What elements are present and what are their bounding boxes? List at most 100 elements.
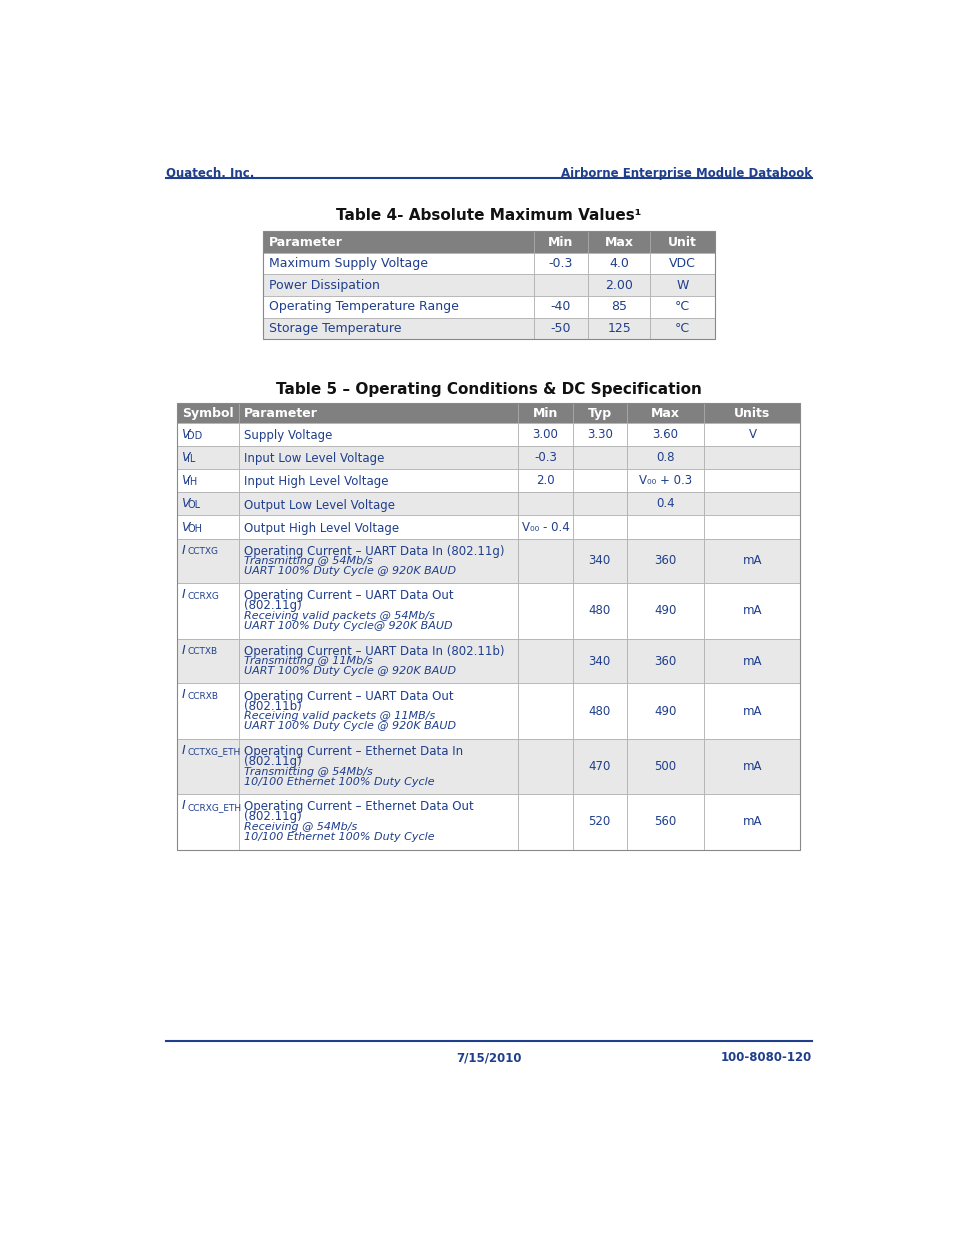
Bar bbox=[239, 683, 517, 739]
Text: Maximum Supply Voltage: Maximum Supply Voltage bbox=[269, 257, 427, 270]
Text: mA: mA bbox=[741, 555, 761, 567]
Bar bbox=[239, 794, 517, 850]
Bar bbox=[239, 469, 517, 493]
Text: 2.0: 2.0 bbox=[536, 474, 555, 488]
Text: UART 100% Duty Cycle@ 920K BAUD: UART 100% Duty Cycle@ 920K BAUD bbox=[244, 621, 452, 631]
Bar bbox=[177, 515, 239, 538]
Text: Operating Current – UART Data In (802.11g): Operating Current – UART Data In (802.11… bbox=[244, 545, 504, 558]
Bar bbox=[572, 683, 626, 739]
Text: 360: 360 bbox=[654, 655, 676, 668]
Bar bbox=[703, 739, 800, 794]
Bar bbox=[177, 493, 239, 515]
Text: 85: 85 bbox=[611, 300, 626, 314]
Text: Receiving valid packets @ 11MB/s: Receiving valid packets @ 11MB/s bbox=[244, 711, 435, 721]
Text: Input High Level Voltage: Input High Level Voltage bbox=[244, 475, 388, 489]
Text: Units: Units bbox=[734, 406, 770, 420]
Text: Output Low Level Voltage: Output Low Level Voltage bbox=[244, 499, 395, 511]
Bar bbox=[703, 446, 800, 469]
Text: 3.30: 3.30 bbox=[586, 429, 612, 441]
Text: mA: mA bbox=[741, 705, 761, 718]
Bar bbox=[177, 794, 239, 850]
Bar bbox=[517, 538, 572, 583]
Text: Supply Voltage: Supply Voltage bbox=[244, 430, 332, 442]
Bar bbox=[572, 493, 626, 515]
Bar bbox=[517, 683, 572, 739]
Bar bbox=[177, 403, 239, 424]
Bar bbox=[177, 403, 800, 850]
Text: V: V bbox=[181, 429, 190, 441]
Bar bbox=[239, 424, 517, 446]
Bar bbox=[534, 231, 587, 253]
Bar bbox=[239, 493, 517, 515]
Bar bbox=[239, 638, 517, 683]
Text: Quatech, Inc.: Quatech, Inc. bbox=[166, 168, 253, 180]
Bar bbox=[517, 739, 572, 794]
Bar bbox=[262, 253, 534, 274]
Text: 340: 340 bbox=[588, 655, 610, 668]
Text: 560: 560 bbox=[654, 815, 676, 829]
Text: I: I bbox=[181, 543, 185, 557]
Bar bbox=[262, 274, 534, 296]
Bar bbox=[534, 274, 587, 296]
Bar bbox=[177, 469, 239, 493]
Bar bbox=[239, 739, 517, 794]
Bar bbox=[649, 274, 715, 296]
Bar bbox=[517, 583, 572, 638]
Bar bbox=[626, 515, 703, 538]
Text: V: V bbox=[181, 498, 190, 510]
Text: 10/100 Ethernet 100% Duty Cycle: 10/100 Ethernet 100% Duty Cycle bbox=[244, 777, 435, 787]
Text: 2.00: 2.00 bbox=[604, 279, 633, 291]
Bar bbox=[572, 583, 626, 638]
Bar bbox=[626, 403, 703, 424]
Text: V₀₀ - 0.4: V₀₀ - 0.4 bbox=[521, 520, 569, 534]
Text: CCTXG_ETH: CCTXG_ETH bbox=[187, 747, 240, 756]
Text: -40: -40 bbox=[550, 300, 571, 314]
Bar bbox=[534, 317, 587, 340]
Bar bbox=[177, 424, 239, 446]
Text: 340: 340 bbox=[588, 555, 610, 567]
Text: I: I bbox=[181, 643, 185, 657]
Text: 4.0: 4.0 bbox=[609, 257, 628, 270]
Text: 490: 490 bbox=[654, 604, 676, 618]
Text: mA: mA bbox=[741, 760, 761, 773]
Bar bbox=[703, 583, 800, 638]
Bar bbox=[534, 253, 587, 274]
Bar bbox=[626, 739, 703, 794]
Text: Table 5 – Operating Conditions & DC Specification: Table 5 – Operating Conditions & DC Spec… bbox=[275, 382, 701, 396]
Text: Receiving valid packets @ 54Mb/s: Receiving valid packets @ 54Mb/s bbox=[244, 611, 435, 621]
Text: IH: IH bbox=[187, 478, 197, 488]
Text: V: V bbox=[181, 451, 190, 464]
Bar bbox=[534, 296, 587, 317]
Bar bbox=[587, 231, 649, 253]
Bar bbox=[177, 683, 239, 739]
Text: 3.00: 3.00 bbox=[532, 429, 558, 441]
Bar bbox=[649, 317, 715, 340]
Bar bbox=[572, 446, 626, 469]
Bar bbox=[626, 583, 703, 638]
Text: 480: 480 bbox=[588, 705, 610, 718]
Text: OH: OH bbox=[187, 524, 202, 534]
Text: mA: mA bbox=[741, 655, 761, 668]
Text: 0.4: 0.4 bbox=[656, 498, 674, 510]
Bar bbox=[626, 469, 703, 493]
Bar bbox=[517, 493, 572, 515]
Bar bbox=[703, 515, 800, 538]
Bar bbox=[239, 446, 517, 469]
Text: 0.8: 0.8 bbox=[656, 451, 674, 464]
Text: IL: IL bbox=[187, 454, 195, 464]
Text: Transmitting @ 54Mb/s: Transmitting @ 54Mb/s bbox=[244, 556, 373, 567]
Bar bbox=[262, 231, 715, 340]
Bar bbox=[572, 739, 626, 794]
Text: Typ: Typ bbox=[587, 406, 611, 420]
Text: Input Low Level Voltage: Input Low Level Voltage bbox=[244, 452, 384, 466]
Text: Unit: Unit bbox=[667, 236, 697, 248]
Bar bbox=[572, 794, 626, 850]
Bar bbox=[703, 403, 800, 424]
Bar bbox=[649, 253, 715, 274]
Bar bbox=[649, 296, 715, 317]
Text: 125: 125 bbox=[607, 322, 630, 335]
Bar bbox=[626, 794, 703, 850]
Text: 470: 470 bbox=[588, 760, 610, 773]
Bar bbox=[626, 446, 703, 469]
Text: Operating Current – Ethernet Data In: Operating Current – Ethernet Data In bbox=[244, 745, 462, 758]
